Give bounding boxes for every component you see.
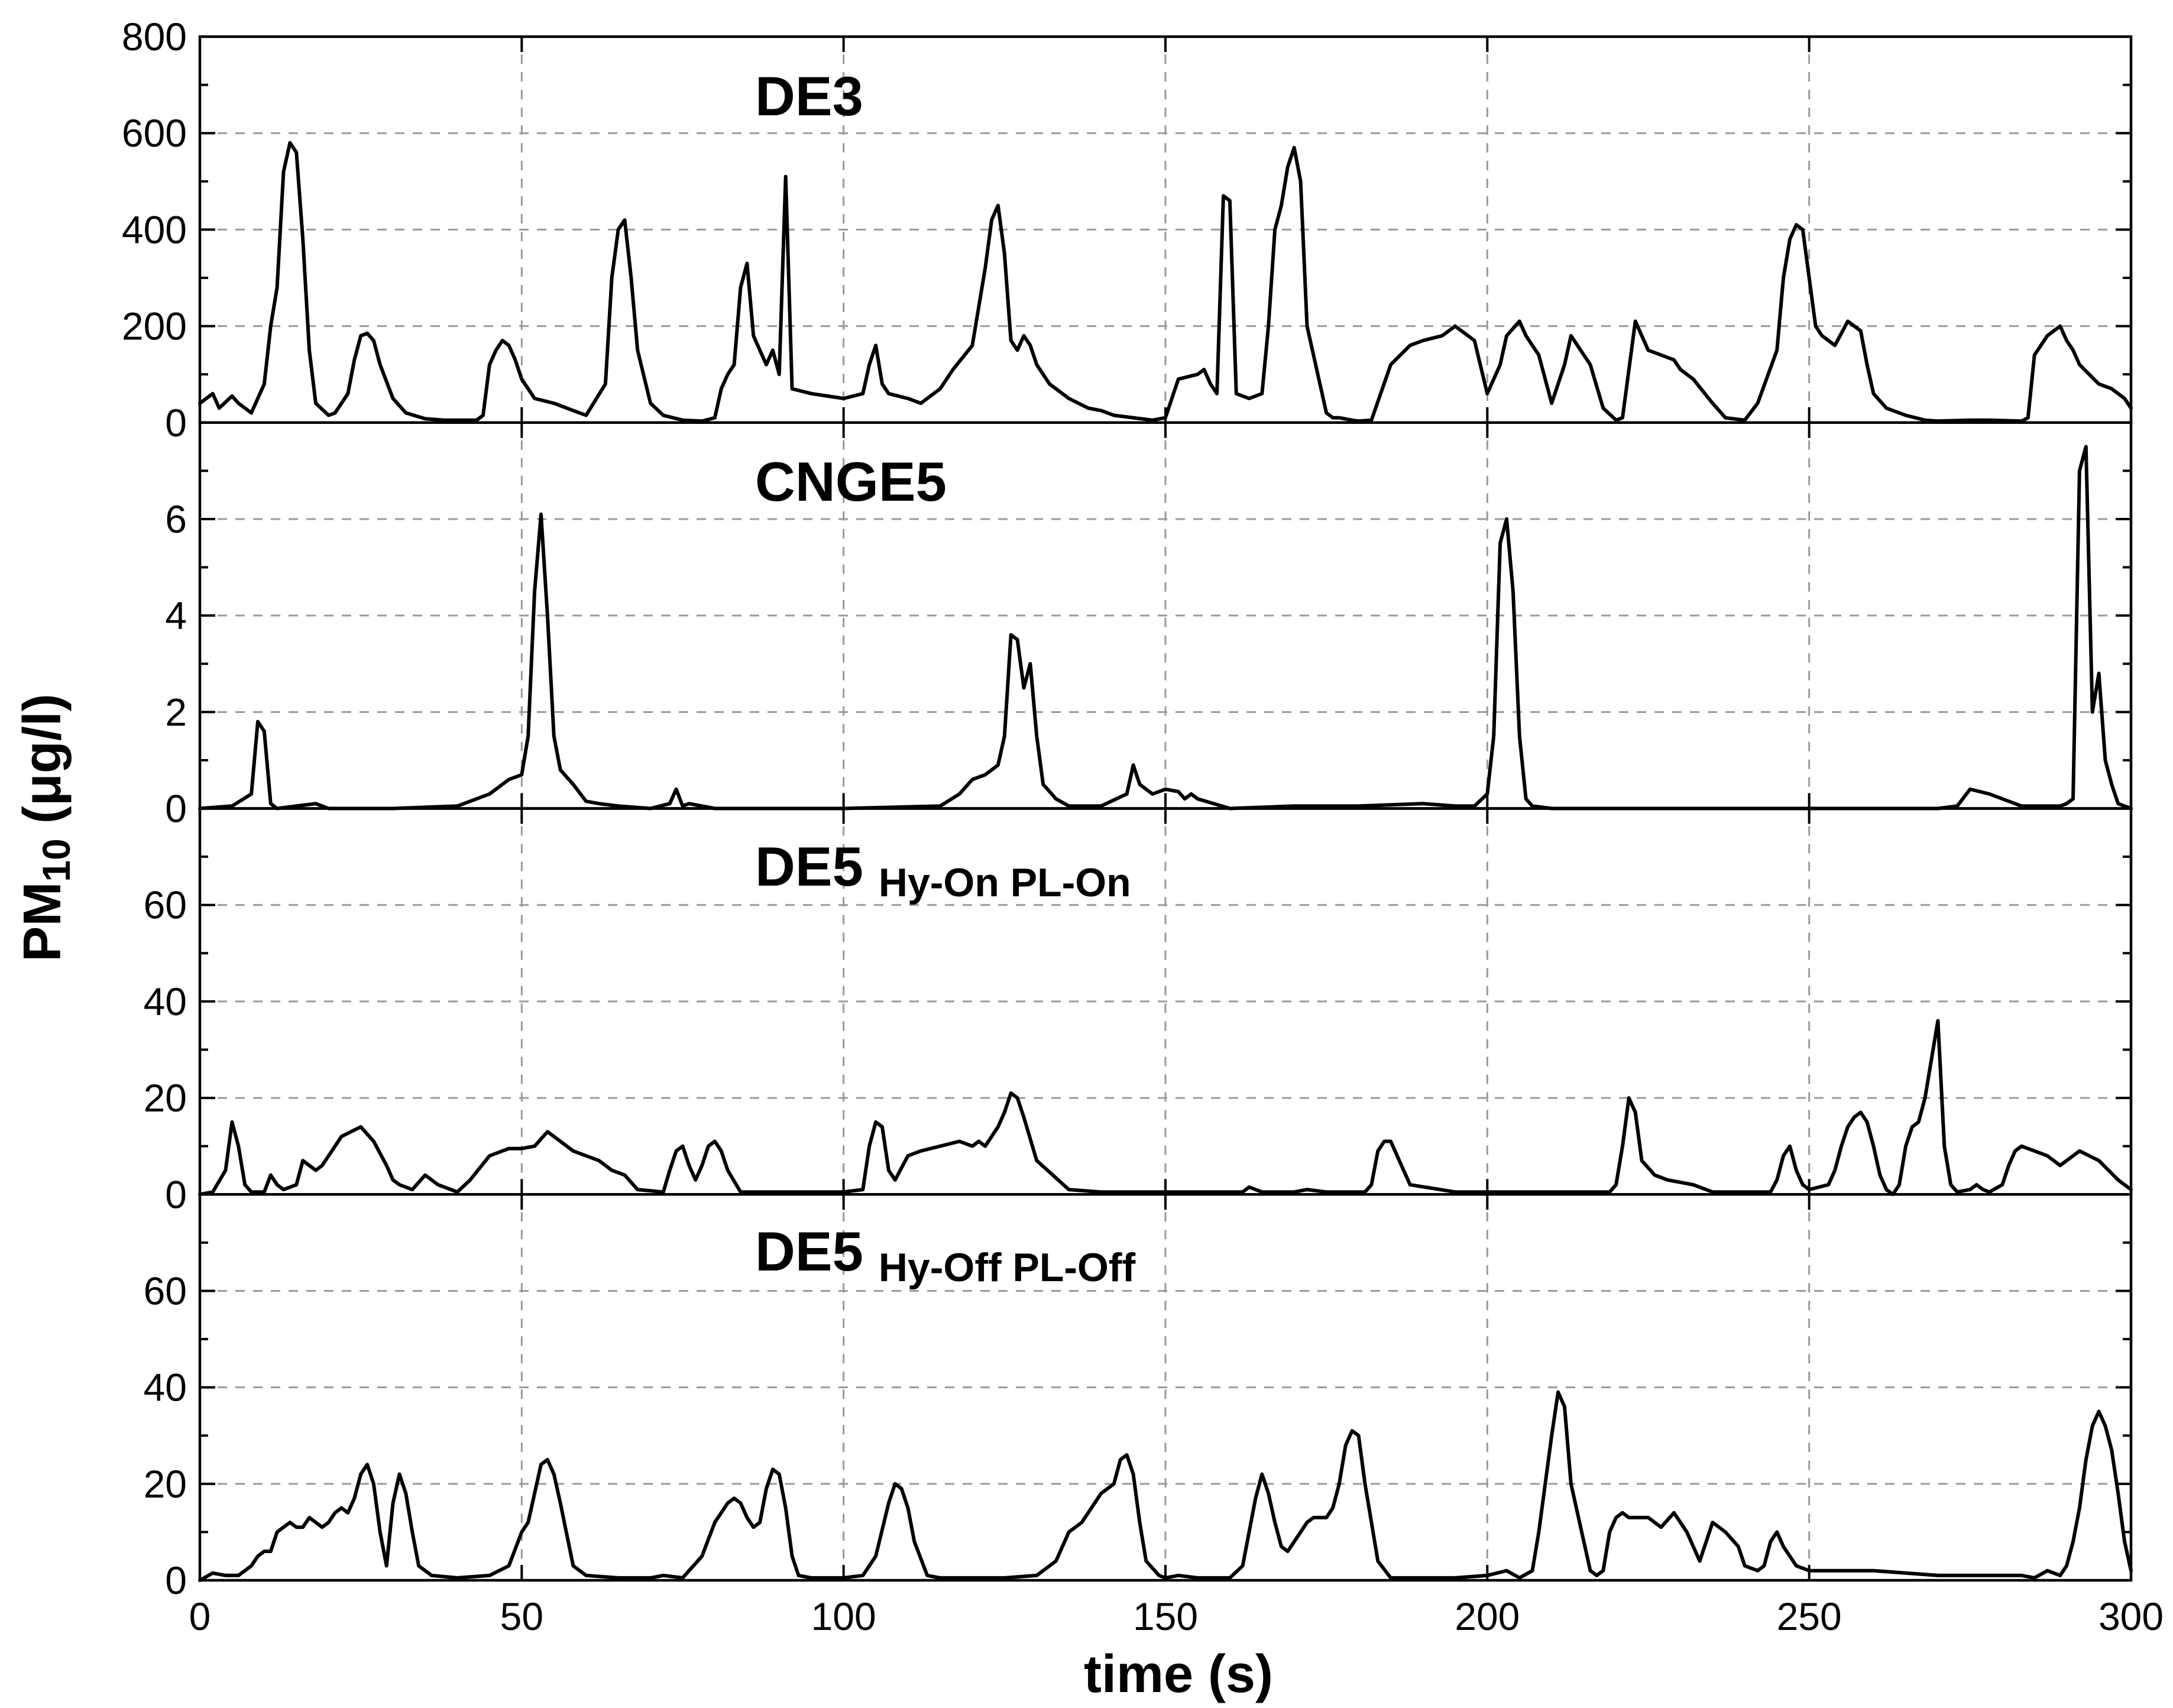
y-tick-label: 20 (144, 1462, 187, 1506)
x-tick-label: 50 (500, 1594, 543, 1638)
frame-layer (198, 35, 2133, 1582)
series-line (198, 1390, 2133, 1582)
x-tick-label: 200 (1455, 1594, 1520, 1638)
y-tick-label: 4 (165, 594, 187, 637)
panel-title-main: DE5 (755, 835, 863, 897)
y-tick-label: 60 (144, 1269, 187, 1312)
panel-subtitle: Hy-Off PL-Off (879, 1245, 1136, 1290)
y-tick-label: 0 (165, 1172, 187, 1216)
y-tick-label: 2 (165, 690, 187, 734)
x-tick-label: 250 (1777, 1594, 1842, 1638)
y-tick-label: 0 (165, 1558, 187, 1602)
series-line (198, 141, 2133, 423)
x-tick-label: 0 (189, 1594, 211, 1638)
y-axis-title-subscript: 10 (34, 838, 78, 881)
series-line (198, 445, 2133, 811)
panel-title: DE5 Hy-Off PL-Off (755, 1220, 1136, 1290)
y-axis-title: PM10 (μg/l) (13, 693, 78, 961)
x-tick-label: 300 (2098, 1594, 2164, 1638)
x-axis-title: time (s) (1084, 1645, 1273, 1704)
panel-title-main: DE3 (755, 65, 863, 127)
panel-title: DE3 (755, 65, 863, 127)
panel-title-main: DE5 (755, 1220, 863, 1282)
panel-title: CNGE5 (755, 451, 947, 513)
y-tick-label: 40 (144, 1366, 187, 1409)
y-tick-label: 400 (122, 208, 187, 251)
y-tick-label: 600 (122, 111, 187, 155)
y-axis-title-unit: (μg/l) (13, 693, 72, 838)
panel-subtitle: Hy-On PL-On (879, 860, 1131, 905)
grid-layer (200, 37, 2131, 1580)
y-tick-label: 200 (122, 304, 187, 348)
panel-title-main: CNGE5 (755, 451, 947, 513)
x-tick-label: 150 (1133, 1594, 1198, 1638)
y-tick-label: 6 (165, 497, 187, 541)
series-layer (198, 141, 2133, 1582)
y-tick-label: 0 (165, 401, 187, 445)
y-tick-label: 20 (144, 1076, 187, 1120)
x-tick-label: 100 (811, 1594, 876, 1638)
y-tick-label: 800 (122, 15, 187, 59)
panel-title: DE5 Hy-On PL-On (755, 835, 1131, 905)
series-line (198, 1019, 2133, 1197)
y-tick-label: 0 (165, 787, 187, 831)
y-tick-label: 60 (144, 883, 187, 927)
y-tick-label: 40 (144, 980, 187, 1023)
y-axis-title-main: PM (13, 882, 72, 962)
